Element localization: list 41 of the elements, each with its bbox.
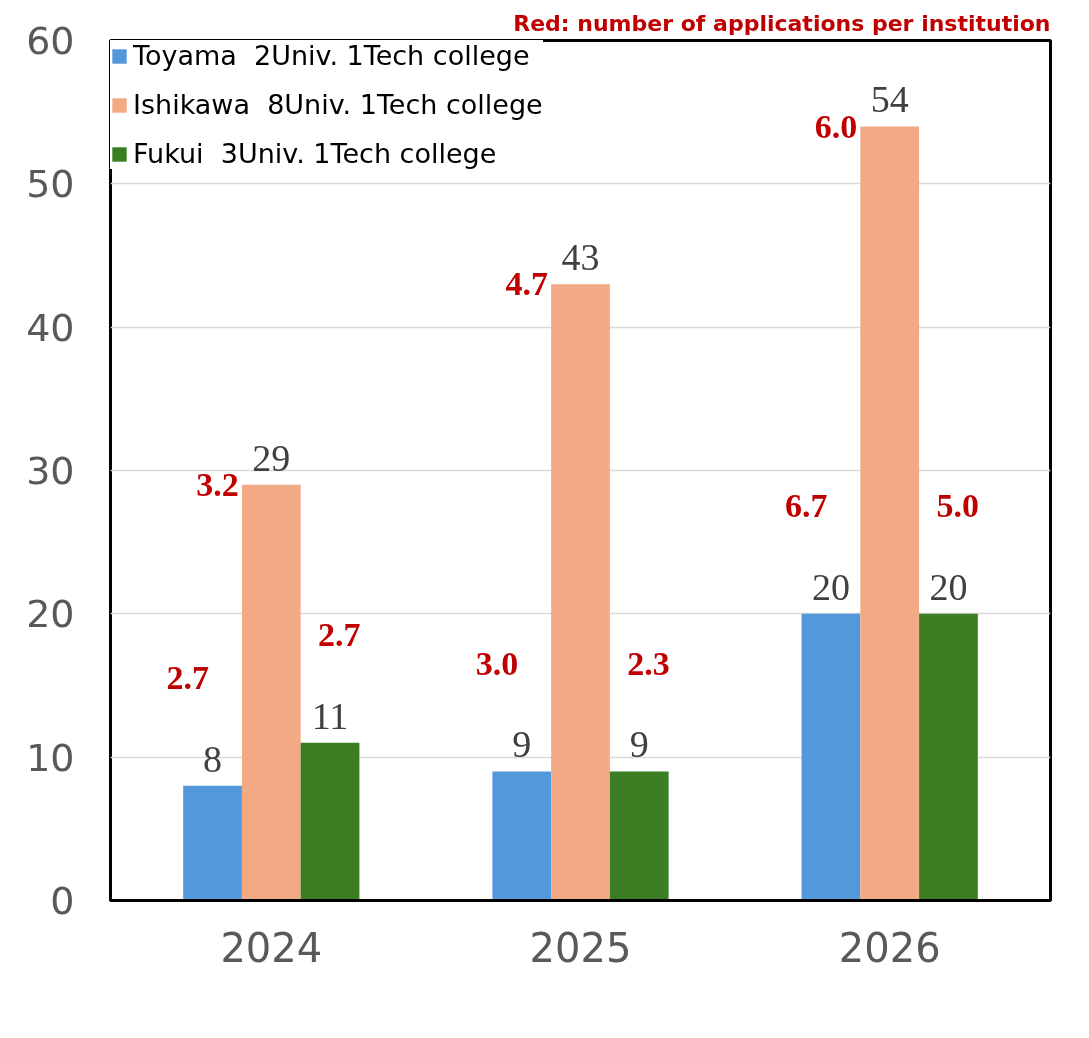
- y-tick-label: 40: [26, 305, 75, 350]
- bar: [860, 126, 920, 901]
- y-tick-label: 20: [26, 592, 75, 637]
- y-tick-label: 50: [26, 162, 75, 207]
- y-tick-label: 0: [50, 879, 75, 923]
- annotation: 2.7: [166, 659, 210, 697]
- bar: [492, 771, 552, 901]
- y-tick-label: 60: [26, 19, 75, 63]
- data-label: 43: [561, 235, 600, 278]
- bar: [801, 613, 861, 901]
- data-label: 20: [929, 565, 968, 608]
- y-tick-label: 30: [26, 449, 75, 493]
- bar: [183, 785, 242, 901]
- bar: [609, 771, 669, 901]
- data-label: 29: [252, 436, 291, 479]
- bar: [300, 742, 360, 901]
- annotation: 5.0: [936, 487, 979, 525]
- annotation: 6.7: [784, 487, 828, 525]
- data-label: 11: [311, 694, 349, 737]
- x-tick-label: 2026: [838, 924, 941, 971]
- legend-label: Toyama 2Univ. 1Tech college: [133, 40, 530, 71]
- chart-title: Red: number of applications per institution: [513, 10, 1051, 36]
- annotation: 3.0: [475, 645, 519, 682]
- x-tick-label: 2024: [220, 924, 323, 971]
- data-label: 8: [203, 737, 223, 780]
- x-tick-label: 2025: [529, 924, 632, 971]
- data-label: 20: [811, 565, 850, 608]
- bar: [241, 484, 301, 901]
- bar: [919, 613, 978, 901]
- legend-label: Ishikawa 8Univ. 1Tech college: [133, 89, 543, 120]
- annotation: 4.7: [505, 265, 549, 303]
- annotation: 3.2: [196, 465, 239, 503]
- data-label: 9: [629, 723, 649, 766]
- bar: [551, 284, 610, 901]
- annotation: 6.0: [814, 107, 858, 145]
- legend-label: Fukui 3Univ. 1Tech college: [133, 138, 497, 169]
- annotation: 2.7: [318, 616, 361, 654]
- annotation: 2.3: [627, 645, 670, 682]
- data-label: 9: [512, 723, 532, 766]
- data-label: 54: [870, 78, 909, 121]
- y-tick-label: 10: [26, 735, 75, 780]
